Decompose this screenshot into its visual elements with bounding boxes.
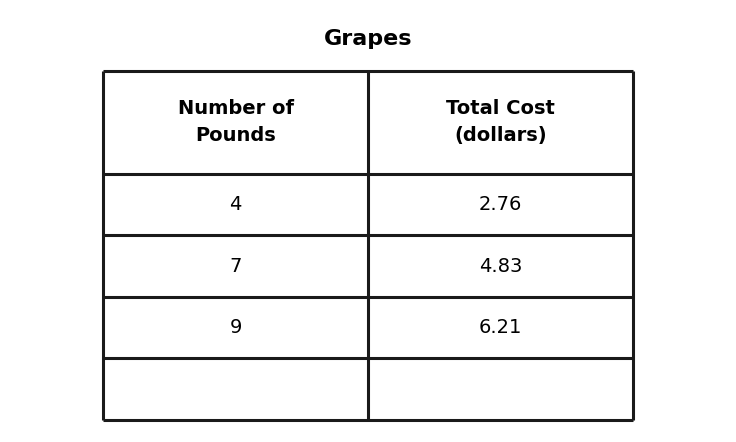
Text: Total Cost
(dollars): Total Cost (dollars)	[446, 99, 555, 145]
Text: 4: 4	[230, 195, 241, 214]
Text: 9: 9	[230, 318, 241, 337]
Text: 2.76: 2.76	[479, 195, 522, 214]
Text: Grapes: Grapes	[324, 29, 412, 49]
Text: Number of
Pounds: Number of Pounds	[177, 99, 294, 145]
Text: 6.21: 6.21	[479, 318, 522, 337]
Text: 4.83: 4.83	[479, 256, 522, 275]
Text: 7: 7	[230, 256, 241, 275]
